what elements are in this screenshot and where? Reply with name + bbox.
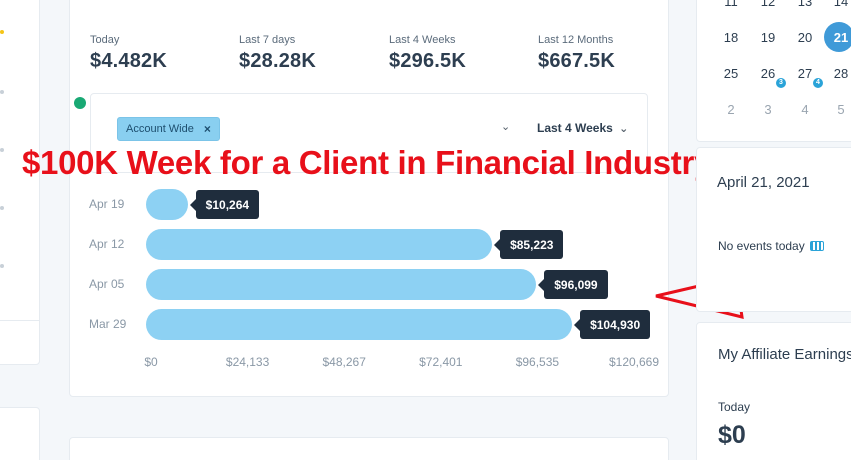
- calendar-day[interactable]: 3: [764, 102, 772, 117]
- event-count-badge[interactable]: 4: [813, 78, 823, 88]
- chevron-down-icon: ⌄: [619, 123, 629, 135]
- calendar-icon: [809, 241, 824, 251]
- stat-value: $4.482K: [90, 50, 168, 72]
- left-marker: [0, 148, 4, 152]
- stat-label: Last 12 Months: [538, 34, 614, 46]
- x-axis-tick-label: $120,669: [608, 355, 660, 369]
- bar[interactable]: [146, 189, 188, 220]
- left-marker: [0, 206, 4, 210]
- lower-card: [69, 437, 669, 460]
- calendar-day[interactable]: 2: [727, 102, 735, 117]
- no-events-text: No events today: [718, 239, 824, 253]
- calendar-day[interactable]: 5: [837, 102, 845, 117]
- event-count-badge[interactable]: 3: [776, 78, 786, 88]
- bar-category-label: Apr 05: [89, 277, 125, 291]
- calendar-day[interactable]: 21: [833, 30, 849, 45]
- calendar-day[interactable]: 20: [797, 30, 813, 45]
- stat-value: $28.28K: [239, 50, 317, 72]
- stat-value: $296.5K: [389, 50, 467, 72]
- bar[interactable]: [146, 229, 493, 260]
- left-marker: [0, 30, 4, 34]
- period-label: Last 4 Weeks: [537, 121, 613, 135]
- x-axis-tick-label: $24,133: [225, 355, 270, 369]
- calendar-day[interactable]: 27: [797, 66, 813, 81]
- today-highlight: [824, 22, 851, 52]
- left-marker: [0, 264, 4, 268]
- calendar-day[interactable]: 18: [723, 30, 739, 45]
- stat-last-7-days: Last 7 days $28.28K: [239, 34, 316, 73]
- chevron-down-icon[interactable]: ⌄: [501, 121, 511, 133]
- x-axis-tick-label: $96,535: [515, 355, 560, 369]
- bar-category-label: Apr 19: [89, 197, 125, 211]
- calendar-day[interactable]: 26: [760, 66, 776, 81]
- calendar-day[interactable]: 11: [724, 0, 738, 9]
- calendar-day[interactable]: 4: [801, 102, 809, 117]
- x-axis-tick-label: $0: [144, 355, 158, 369]
- status-dot: [74, 97, 86, 109]
- account-wide-tag[interactable]: Account Wide ×: [117, 117, 220, 141]
- left-lower-card: [0, 407, 40, 460]
- calendar-card: [696, 0, 851, 142]
- selected-date-title: April 21, 2021: [717, 174, 810, 191]
- bar-value-tooltip: $10,264: [189, 190, 260, 219]
- bar-value-tooltip: $96,099: [538, 270, 608, 299]
- calendar-day[interactable]: 19: [760, 30, 776, 45]
- affiliate-earnings-card: [696, 322, 851, 460]
- bar-value-tooltip: $85,223: [494, 230, 564, 259]
- x-axis-tick-label: $72,401: [419, 355, 463, 369]
- left-marker: [0, 90, 4, 94]
- affiliate-title: My Affiliate Earnings: [718, 346, 851, 363]
- stat-label: Last 7 days: [239, 34, 296, 46]
- bar-category-label: Apr 12: [89, 237, 125, 251]
- selected-date-card: [696, 147, 851, 312]
- calendar-day[interactable]: 28: [833, 66, 849, 81]
- left-divider: [0, 320, 40, 321]
- tag-label: Account Wide: [126, 123, 194, 135]
- bar-value-tooltip: $104,930: [574, 310, 651, 339]
- bar[interactable]: [146, 309, 573, 340]
- stat-last-12-months: Last 12 Months $667.5K: [538, 34, 615, 73]
- calendar-day[interactable]: 25: [723, 66, 739, 81]
- calendar-day[interactable]: 12: [760, 0, 776, 9]
- stat-today: Today $4.482K: [90, 34, 167, 73]
- no-events-label: No events today: [718, 239, 805, 253]
- stat-last-4-weeks: Last 4 Weeks $296.5K: [389, 34, 466, 73]
- affiliate-label: Today: [718, 400, 751, 414]
- stat-value: $667.5K: [538, 50, 616, 72]
- remove-tag-icon[interactable]: ×: [203, 122, 211, 136]
- period-dropdown[interactable]: Last 4 Weeks ⌄: [537, 121, 628, 135]
- stat-label: Today: [90, 34, 120, 46]
- affiliate-value: $0: [718, 421, 746, 449]
- bar-category-label: Mar 29: [89, 317, 127, 331]
- bar[interactable]: [146, 269, 537, 300]
- calendar-day[interactable]: 13: [797, 0, 813, 9]
- stat-label: Last 4 Weeks: [389, 34, 456, 46]
- x-axis-tick-label: $48,267: [322, 355, 366, 369]
- annotation-headline: $100K Week for a Client in Financial Ind…: [22, 144, 713, 181]
- calendar-day[interactable]: 14: [833, 0, 849, 9]
- left-panel-card: [0, 0, 40, 365]
